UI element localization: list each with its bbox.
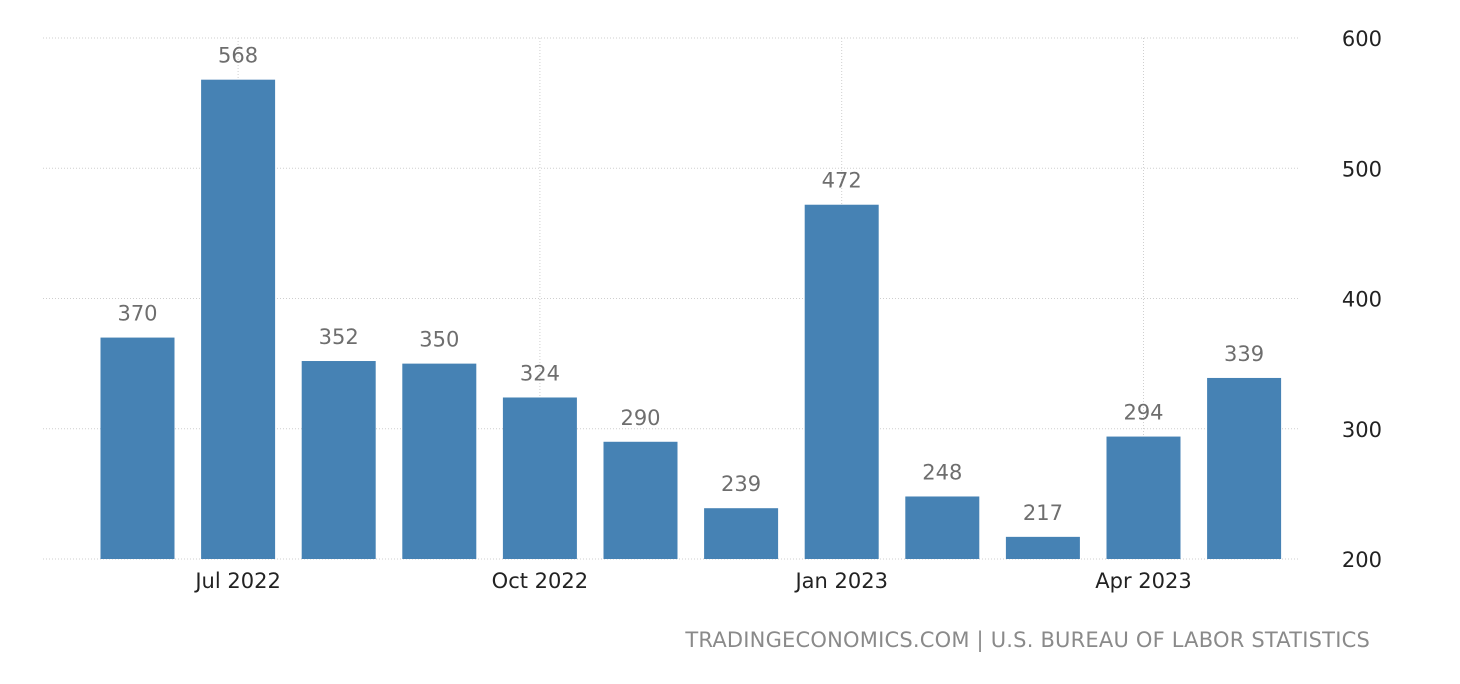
bar-value-label: 294 (1123, 401, 1163, 425)
bar-2023-02[interactable] (905, 496, 980, 559)
bar-2022-07[interactable] (201, 79, 276, 560)
bar-value-label: 239 (721, 472, 761, 496)
bar-2022-10[interactable] (502, 397, 577, 559)
data-labels: 370 568 352 350 324 290 239 472 248 217 294 339 (117, 44, 1264, 525)
bar-value-label: 350 (419, 328, 459, 352)
x-tick-label: Apr 2023 (1095, 569, 1191, 593)
bar-2022-09[interactable] (402, 363, 477, 559)
x-tick-label: Jan 2023 (793, 569, 888, 593)
bars (100, 79, 1282, 560)
y-tick-label: 600 (1342, 27, 1382, 51)
bar-value-label: 352 (319, 325, 359, 349)
bar-value-label: 339 (1224, 342, 1264, 366)
bar-2022-08[interactable] (301, 361, 376, 559)
y-tick-label: 300 (1342, 418, 1382, 442)
bar-2022-06[interactable] (100, 337, 175, 559)
y-tick-label: 200 (1342, 548, 1382, 572)
y-tick-label: 500 (1342, 157, 1382, 181)
bar-2023-04[interactable] (1106, 436, 1181, 559)
bar-2022-11[interactable] (603, 441, 678, 559)
bar-value-label: 248 (922, 460, 962, 484)
bar-value-label: 217 (1023, 501, 1063, 525)
source-agency: U.S. BUREAU OF LABOR STATISTICS (990, 628, 1370, 652)
bar-value-label: 290 (620, 406, 660, 430)
bar-value-label: 324 (520, 361, 560, 385)
bar-value-label: 472 (822, 169, 862, 193)
bar-2022-12[interactable] (704, 508, 779, 559)
y-axis-ticks: 200 300 400 500 600 (1342, 27, 1382, 572)
bar-value-label: 568 (218, 44, 258, 68)
bar-2023-03[interactable] (1005, 536, 1080, 559)
grid-lines (43, 37, 1300, 560)
source-site: TRADINGECONOMICS.COM (685, 628, 970, 652)
x-tick-label: Jul 2022 (193, 569, 280, 593)
source-attribution: TRADINGECONOMICS.COM | U.S. BUREAU OF LA… (685, 628, 1370, 652)
y-tick-label: 400 (1342, 288, 1382, 312)
source-separator: | (976, 628, 984, 652)
x-axis-ticks: Jul 2022 Oct 2022 Jan 2023 Apr 2023 (193, 569, 1191, 593)
bar-2023-05[interactable] (1207, 377, 1282, 559)
bar-2023-01[interactable] (804, 204, 879, 559)
bar-value-label: 370 (117, 302, 157, 326)
x-tick-label: Oct 2022 (492, 569, 588, 593)
